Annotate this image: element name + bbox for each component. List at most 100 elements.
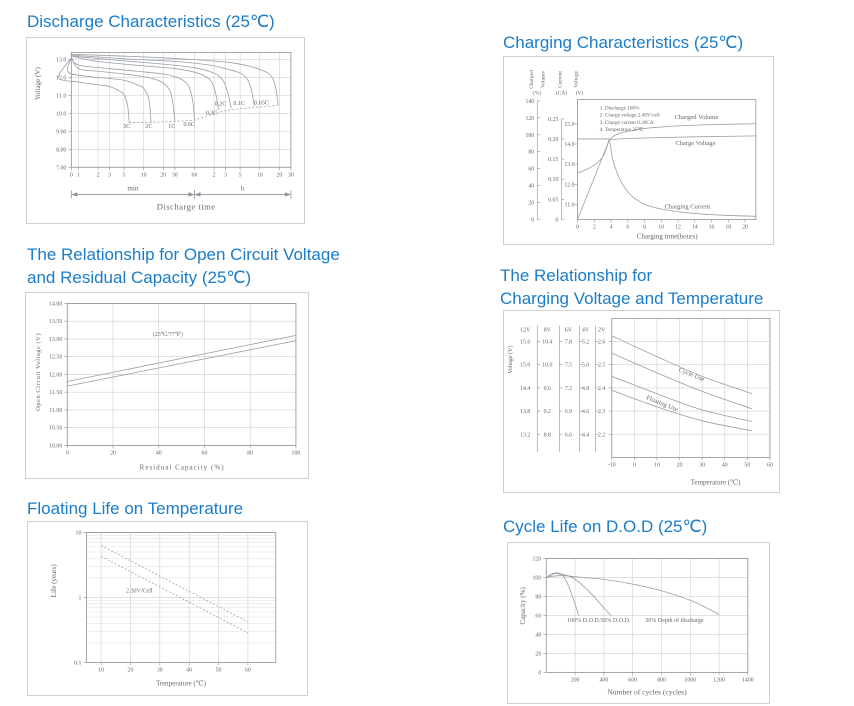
svg-text:60: 60 — [528, 167, 534, 173]
svg-text:15.0: 15.0 — [520, 363, 530, 369]
floating-life-chart: 10 20 30 40 50 60 10 1 0.1 2.30V/Cell Life (years)… — [50, 530, 277, 688]
svg-text:60: 60 — [192, 172, 198, 178]
svg-text:0.10: 0.10 — [548, 177, 558, 183]
title-line: The Relationship for Open Circuit Voltag… — [27, 245, 340, 264]
svg-text:2C: 2C — [145, 124, 152, 130]
svg-text:13.00: 13.00 — [49, 337, 62, 343]
svg-text:Charging Current: Charging Current — [664, 203, 710, 210]
svg-text:(%): (%) — [533, 90, 541, 97]
svg-text:14.4: 14.4 — [520, 386, 530, 392]
svg-text:0.1C: 0.1C — [233, 101, 245, 107]
svg-text:4. Temperature 25℃: 4. Temperature 25℃ — [600, 127, 644, 133]
svg-text:15.6: 15.6 — [520, 340, 530, 346]
cycle-life-chart: 200 400 600 800 1000 1200 1400 0 20 40 60 80 100 120 1… — [519, 557, 754, 697]
cycle-life-panel: 200 400 600 800 1000 1200 1400 0 20 40 60 80 100 120 1… — [507, 542, 770, 704]
svg-text:9.00: 9.00 — [56, 129, 66, 135]
svg-text:Volume: Volume — [540, 70, 546, 88]
svg-text:40: 40 — [722, 462, 728, 468]
charging-characteristics-chart: 02040608010012014000.050.100.150.200.251… — [525, 70, 757, 241]
svg-text:10: 10 — [658, 225, 664, 231]
svg-text:10: 10 — [98, 667, 104, 673]
svg-text:120: 120 — [525, 116, 534, 122]
svg-text:3C: 3C — [123, 124, 130, 130]
svg-text:16: 16 — [709, 225, 715, 231]
svg-text:1200: 1200 — [713, 677, 725, 683]
title-line: Discharge Characteristics (25℃) — [27, 12, 275, 31]
svg-text:30: 30 — [172, 172, 178, 178]
svg-text:7.5: 7.5 — [565, 363, 572, 369]
svg-text:30% Depth of discharge: 30% Depth of discharge — [645, 617, 704, 624]
svg-text:40: 40 — [528, 184, 534, 190]
svg-text:-10: -10 — [608, 462, 616, 468]
svg-text:0.6C: 0.6C — [184, 122, 196, 128]
svg-text:14.00: 14.00 — [49, 301, 62, 307]
svg-text:Temperature (℃): Temperature (℃) — [156, 680, 206, 688]
charging-voltage-temperature-chart: 13.2 13.8 14.4 15.0 15.6 12V 8.8 9.2 9.6 10.0 10.4… — [507, 317, 773, 487]
svg-text:Number of cycles (cycles): Number of cycles (cycles) — [607, 688, 687, 697]
svg-text:20: 20 — [742, 225, 748, 231]
svg-text:12.0: 12.0 — [564, 182, 574, 188]
svg-text:20: 20 — [160, 172, 166, 178]
svg-text:Life (years): Life (years) — [50, 564, 58, 598]
discharge-characteristics-chart: 0 1 2 3 5 10 20 30 60 2 3 5 10 20 30 13.0 12.0 11.0 10.0 9.… — [34, 52, 294, 212]
svg-text:0: 0 — [538, 670, 541, 676]
svg-text:0: 0 — [633, 462, 636, 468]
svg-text:0.05C: 0.05C — [254, 100, 269, 106]
svg-text:0: 0 — [531, 218, 534, 224]
chart-title-floating-life: Floating Life on Temperature — [27, 497, 243, 520]
svg-text:0.15: 0.15 — [548, 157, 558, 163]
svg-text:20: 20 — [535, 651, 541, 657]
svg-text:2.5: 2.5 — [598, 363, 605, 369]
svg-text:30: 30 — [288, 172, 294, 178]
svg-text:7.2: 7.2 — [565, 386, 572, 392]
svg-text:2. Charge voltage 2.40V/cell: 2. Charge voltage 2.40V/cell — [600, 113, 661, 119]
svg-text:10.4: 10.4 — [542, 340, 552, 346]
svg-text:60: 60 — [535, 613, 541, 619]
svg-text:13.50: 13.50 — [49, 319, 62, 325]
svg-text:18: 18 — [725, 225, 731, 231]
svg-text:11.50: 11.50 — [49, 390, 62, 396]
svg-text:2.3: 2.3 — [598, 409, 605, 415]
svg-text:12: 12 — [675, 225, 681, 231]
svg-text:2: 2 — [97, 172, 100, 178]
title-line: The Relationship for — [500, 266, 653, 285]
svg-text:1C: 1C — [168, 124, 175, 130]
svg-text:8.8: 8.8 — [544, 432, 551, 438]
svg-text:Temperature (℃): Temperature (℃) — [691, 479, 741, 487]
svg-text:2.4: 2.4 — [598, 386, 605, 392]
svg-text:100: 100 — [525, 133, 534, 139]
discharge-characteristics-panel: 0 1 2 3 5 10 20 30 60 2 3 5 10 20 30 13.0 12.0 11.0 10.0 9.… — [26, 37, 305, 224]
svg-text:20: 20 — [276, 172, 282, 178]
svg-text:0.05: 0.05 — [548, 197, 558, 203]
chart-title-cycle-life: Cycle Life on D.O.D (25℃) — [503, 515, 707, 538]
svg-text:4.6: 4.6 — [582, 409, 589, 415]
svg-text:200: 200 — [571, 677, 580, 683]
svg-text:10: 10 — [257, 172, 263, 178]
svg-text:7.00: 7.00 — [56, 165, 66, 171]
svg-text:40: 40 — [156, 450, 162, 456]
svg-text:0.1: 0.1 — [74, 660, 81, 666]
svg-text:30: 30 — [157, 667, 163, 673]
svg-text:0.20: 0.20 — [548, 137, 558, 143]
svg-text:Capacity (%): Capacity (%) — [519, 587, 527, 625]
svg-text:5.2: 5.2 — [582, 340, 589, 346]
svg-text:4: 4 — [610, 225, 613, 231]
svg-text:400: 400 — [600, 677, 609, 683]
svg-text:1000: 1000 — [684, 677, 696, 683]
svg-text:4V: 4V — [582, 327, 590, 333]
svg-text:(V): (V) — [576, 90, 584, 97]
svg-text:Charge Voltage: Charge Voltage — [675, 140, 715, 147]
svg-text:10.0: 10.0 — [542, 363, 552, 369]
svg-text:100: 100 — [292, 450, 301, 456]
svg-text:0: 0 — [66, 450, 69, 456]
svg-text:30: 30 — [699, 462, 705, 468]
svg-text:0.2C: 0.2C — [215, 101, 227, 107]
svg-text:15.0: 15.0 — [564, 122, 574, 128]
svg-text:13.0: 13.0 — [56, 58, 66, 64]
svg-text:Cycle Use: Cycle Use — [678, 367, 706, 384]
svg-text:10: 10 — [76, 530, 82, 536]
svg-text:4.4: 4.4 — [582, 432, 589, 438]
svg-text:8: 8 — [643, 225, 646, 231]
svg-text:600: 600 — [628, 677, 637, 683]
svg-text:2.6: 2.6 — [598, 340, 605, 346]
